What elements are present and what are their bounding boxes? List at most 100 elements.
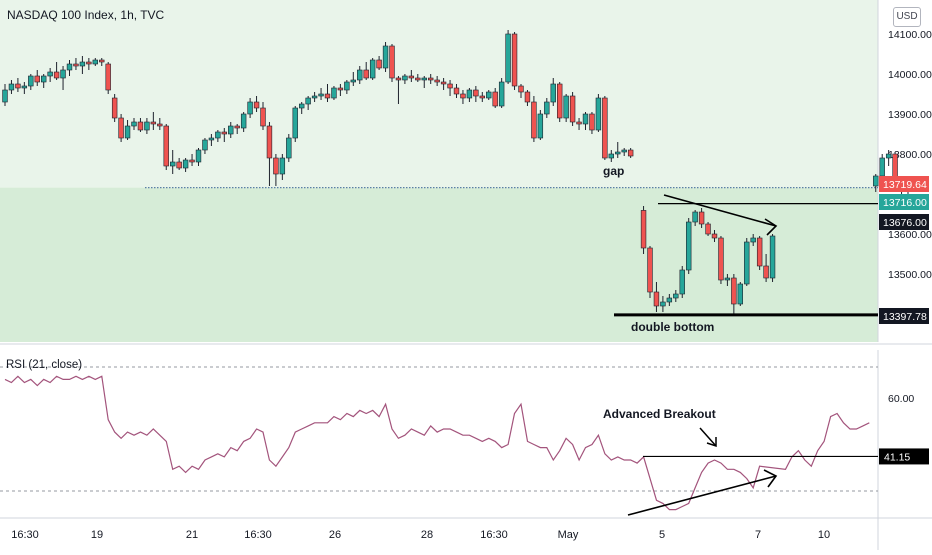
candle-body [73, 63, 79, 67]
candle-body [324, 93, 331, 99]
price-tick-label: 14100.00 [888, 29, 932, 41]
candle-body [563, 95, 569, 119]
rsi-annotation-arrow-line [699, 427, 717, 447]
candle-body [2, 89, 8, 103]
candle-body [518, 85, 524, 93]
candle-body [447, 83, 453, 89]
candle-body [350, 79, 356, 83]
time-tick-label: 10 [818, 529, 830, 541]
candle-body [531, 101, 537, 139]
candle-body [731, 277, 737, 305]
candle-body [589, 113, 595, 131]
candle-body [892, 153, 898, 179]
candle-body [202, 139, 208, 151]
candle-body [376, 59, 382, 69]
time-tick-label: 28 [421, 529, 433, 541]
candle-body [511, 33, 518, 87]
candle-body [311, 95, 318, 99]
price-tick-label: 13600.00 [888, 229, 932, 241]
price-tick-label: 13900.00 [888, 109, 932, 121]
candle-body [389, 45, 395, 79]
candle-body [647, 247, 653, 293]
candle-body [79, 61, 86, 67]
candle-body [544, 101, 550, 115]
candle-body [208, 137, 215, 141]
candle-body [460, 93, 466, 99]
candle-body [486, 91, 492, 99]
candle-body [608, 153, 615, 159]
candle-body [492, 91, 498, 107]
rsi-trend-arrow-head [763, 469, 778, 488]
candle-body [279, 157, 286, 175]
rsi-series-line [4, 375, 870, 511]
candle-body [698, 211, 705, 225]
candle-body [286, 137, 292, 159]
time-tick-label: 16:30 [244, 529, 272, 541]
double-bottom-label: double bottom [631, 320, 714, 334]
time-tick-label: 19 [91, 529, 103, 541]
candle-body [34, 75, 40, 83]
price-label-text: 13397.78 [883, 311, 927, 323]
candle-body [621, 149, 627, 153]
candle-body [53, 71, 60, 79]
candle-body [369, 59, 376, 79]
candle-body [144, 121, 150, 131]
candle-body [189, 159, 195, 163]
candle-body [408, 75, 415, 79]
price-label-text: 13716.00 [883, 197, 927, 209]
candle-body [60, 69, 66, 79]
candle-body [234, 125, 240, 129]
candle-body [357, 69, 363, 81]
candle-body [124, 125, 131, 139]
candle-body [157, 123, 163, 127]
candle-body [750, 237, 756, 243]
candle-body [331, 87, 337, 99]
price-label-box [879, 176, 929, 192]
candle-body [247, 101, 253, 115]
candle-body [305, 97, 311, 105]
candle-body [427, 77, 434, 81]
candle-body [627, 149, 634, 157]
candle-body [666, 297, 673, 303]
candle-body [569, 95, 576, 123]
candle-body [215, 131, 221, 139]
candle-body [685, 221, 692, 271]
candle-body [28, 75, 34, 87]
candles [2, 30, 918, 316]
candle-body [105, 63, 111, 91]
candle-body [163, 125, 169, 167]
candle-body [182, 159, 189, 169]
candle-body [744, 241, 750, 285]
candle-body [150, 121, 157, 125]
chart-title: NASDAQ 100 Index, 1h, TVC [7, 8, 165, 22]
price-label-text: 13719.64 [883, 179, 927, 191]
time-tick-label: 16:30 [11, 529, 39, 541]
candle-body [40, 75, 47, 83]
currency-badge[interactable]: USD [893, 7, 921, 27]
candle-body [440, 81, 447, 85]
candle-body [711, 233, 718, 239]
time-tick-label: 21 [186, 529, 198, 541]
candle-body [724, 277, 731, 281]
candle-body [253, 101, 260, 109]
candle-body [421, 77, 427, 81]
time-tick-label: 16:30 [480, 529, 508, 541]
candle-body [66, 63, 73, 71]
candle-body [240, 113, 247, 129]
candle-body [595, 97, 602, 131]
candle-body [266, 125, 273, 159]
candle-body [505, 33, 511, 83]
time-tick-label: 7 [755, 529, 761, 541]
candle-body [640, 210, 647, 249]
rsi-annotation-arrow-head [706, 437, 717, 448]
rsi-tick-label: 60.00 [888, 393, 914, 405]
candle-body [298, 103, 305, 109]
candle-body [602, 97, 608, 159]
candle-body [118, 117, 124, 139]
rsi-trend-arrow-line [627, 475, 777, 516]
candle-body [537, 113, 544, 139]
time-tick-label: 5 [659, 529, 665, 541]
candle-body [763, 265, 769, 279]
candle-body [273, 157, 279, 175]
